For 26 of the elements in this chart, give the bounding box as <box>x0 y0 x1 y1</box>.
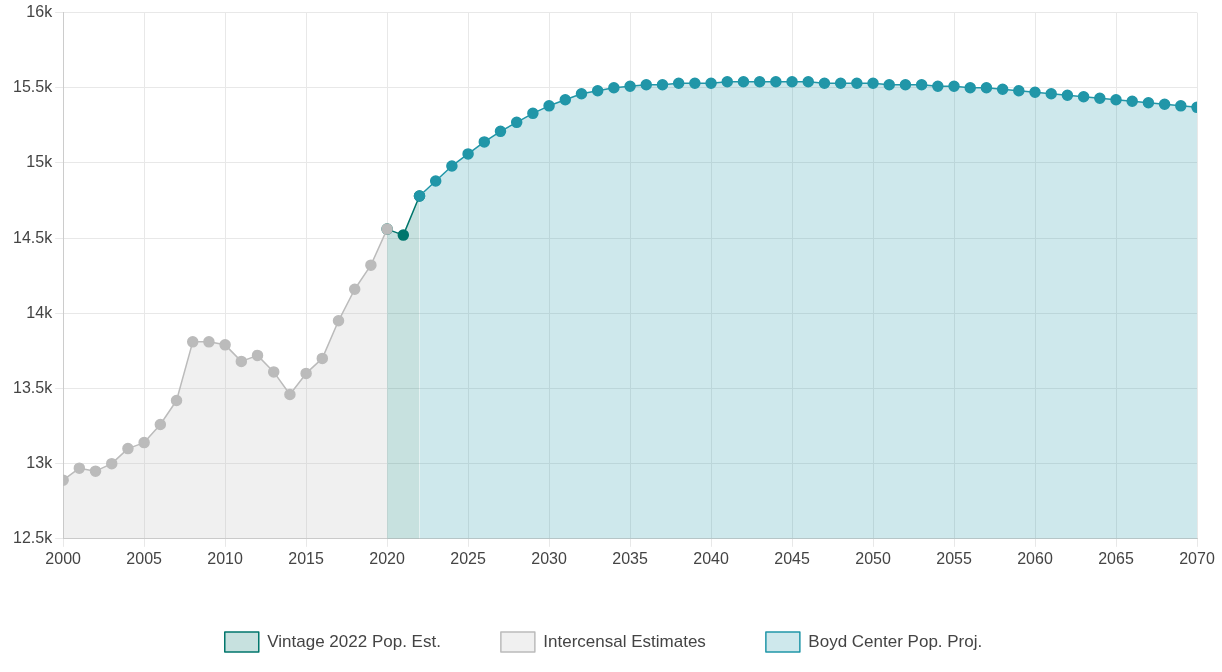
x-tick-label: 2035 <box>612 549 648 567</box>
y-tick-label: 15.5k <box>13 78 54 96</box>
x-tick-label: 2025 <box>450 549 486 567</box>
x-tick-label: 2005 <box>126 549 163 567</box>
y-tick-label: 16k <box>26 3 54 21</box>
y-tick-label: 13k <box>26 454 54 472</box>
y-tick-label: 14k <box>26 303 54 321</box>
x-tick-label: 2030 <box>531 549 567 567</box>
legend-label: Boyd Center Pop. Proj. <box>808 631 983 651</box>
y-tick-label: 15k <box>26 153 54 171</box>
legend-label: Vintage 2022 Pop. Est. <box>267 631 441 651</box>
y-tick-label: 14.5k <box>13 228 54 246</box>
y-tick-label: 12.5k <box>13 529 54 547</box>
x-tick-label: 2000 <box>45 549 82 567</box>
x-tick-label: 2045 <box>774 549 810 567</box>
x-tick-label: 2060 <box>1017 549 1053 567</box>
x-tick-label: 2020 <box>369 549 405 567</box>
legend-label: Intercensal Estimates <box>543 631 706 651</box>
x-tick-label: 2065 <box>1098 549 1134 567</box>
x-tick-label: 2010 <box>207 549 244 567</box>
x-tick-label: 2015 <box>288 549 325 567</box>
x-tick-label: 2040 <box>693 549 729 567</box>
y-tick-label: 13.5k <box>13 378 54 396</box>
x-tick-label: 2055 <box>936 549 972 567</box>
x-tick-label: 2070 <box>1179 549 1215 567</box>
x-tick-label: 2050 <box>855 549 891 567</box>
